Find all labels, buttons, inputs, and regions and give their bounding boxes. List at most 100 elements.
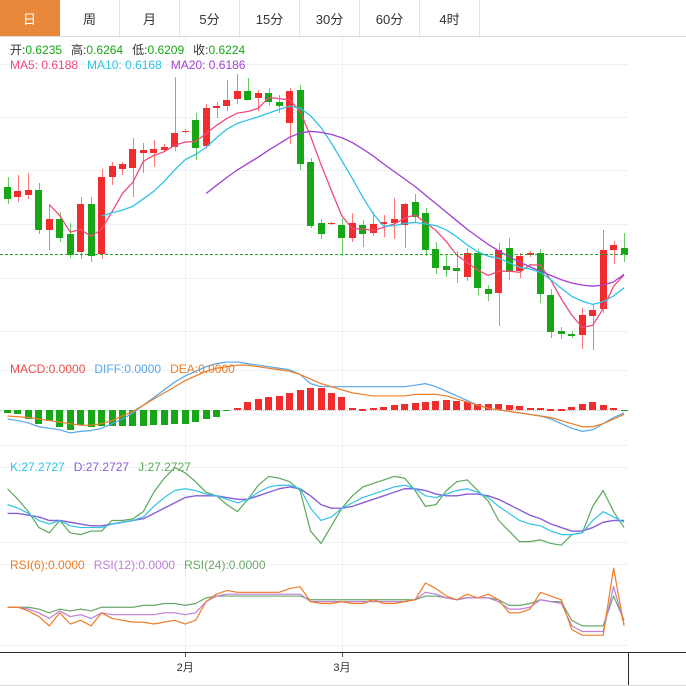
macd-histogram-bar xyxy=(484,404,492,410)
macd-zero-line xyxy=(0,409,628,411)
macd-histogram-bar xyxy=(139,409,147,426)
macd-lines xyxy=(7,361,625,434)
candle-wick xyxy=(446,255,447,277)
period-tab-2[interactable]: 月 xyxy=(120,0,180,36)
price-plot-area[interactable]: 开:0.6235 高:0.6264 低:0.6209 收:0.6224 MA5: 0.… xyxy=(0,37,628,358)
tab-bar-filler xyxy=(480,0,686,36)
period-tab-5[interactable]: 30分 xyxy=(300,0,360,36)
rsi-plot-area[interactable]: RSI(6):0.0000 RSI(12):0.0000 RSI(24):0.000… xyxy=(0,555,628,652)
price-gridline xyxy=(0,277,628,279)
macd-histogram-bar xyxy=(192,409,200,423)
macd-histogram-bar xyxy=(463,402,471,410)
period-tab-4[interactable]: 15分 xyxy=(240,0,300,36)
candle-body xyxy=(536,252,544,294)
macd-histogram-bar xyxy=(118,409,126,426)
macd-histogram-bar xyxy=(160,409,168,426)
macd-histogram-bar xyxy=(202,409,210,420)
candle-body xyxy=(380,221,388,225)
candle-body xyxy=(160,146,168,151)
period-tab-label: 周 xyxy=(82,11,96,27)
candle-body xyxy=(244,91,252,100)
candle-wick xyxy=(175,77,176,152)
rsi12-line xyxy=(7,586,625,633)
candle-body xyxy=(547,294,555,333)
rsi24-line xyxy=(7,595,625,627)
candle-wick xyxy=(28,172,29,200)
rsi6-line xyxy=(7,567,625,636)
period-tab-1[interactable]: 周 xyxy=(60,0,120,36)
candle-body xyxy=(192,120,200,148)
candle-body xyxy=(327,222,335,225)
time-gridline xyxy=(341,555,343,652)
time-axis-tick xyxy=(185,653,187,657)
candle-body xyxy=(338,225,346,238)
candle-body xyxy=(223,99,231,107)
kdj-lines xyxy=(7,466,625,546)
macd-histogram-bar xyxy=(348,408,356,410)
macd-histogram-bar xyxy=(589,402,597,410)
macd-histogram-bar xyxy=(275,395,283,410)
candle-body xyxy=(286,91,294,124)
macd-histogram-bar xyxy=(244,402,252,410)
candle-wick xyxy=(614,241,615,264)
candle-body xyxy=(296,90,304,164)
candle-body xyxy=(129,149,137,169)
candle-body xyxy=(557,331,565,335)
candle-body xyxy=(432,248,440,268)
period-tab-0[interactable]: 日 xyxy=(0,0,60,36)
period-tab-6[interactable]: 60分 xyxy=(360,0,420,36)
candle-body xyxy=(422,213,429,250)
macd-histogram-bar xyxy=(422,402,429,410)
candle-body xyxy=(578,315,586,336)
candle-body xyxy=(171,132,179,147)
rsi-gridline xyxy=(0,564,628,566)
period-tab-label: 4时 xyxy=(439,11,460,27)
ma5-line xyxy=(48,96,625,329)
time-gridline xyxy=(185,555,187,652)
macd-histogram-bar xyxy=(369,408,377,410)
macd-histogram-bar xyxy=(578,403,586,410)
macd-plot-area[interactable]: MACD:0.0000 DIFF:0.0000 DEA:0.0000 xyxy=(0,359,628,456)
macd-histogram-bar xyxy=(401,403,409,410)
macd-histogram-bar xyxy=(568,406,576,410)
candle-wick xyxy=(237,73,238,104)
macd-histogram-bar xyxy=(98,409,106,426)
period-tab-3[interactable]: 5分 xyxy=(180,0,240,36)
macd-histogram-bar xyxy=(150,409,158,426)
macd-histogram-bar xyxy=(181,409,189,424)
macd-histogram-bar xyxy=(557,409,565,411)
period-tab-label: 15分 xyxy=(255,11,284,27)
candle-body xyxy=(568,334,576,336)
candle-body xyxy=(118,164,126,170)
macd-histogram-bar xyxy=(24,409,32,420)
candle-body xyxy=(463,252,471,277)
macd-histogram-bar xyxy=(307,388,315,410)
time-gridline xyxy=(185,37,187,358)
period-tab-label: 30分 xyxy=(315,11,344,27)
candle-body xyxy=(35,189,43,231)
macd-histogram-bar xyxy=(442,399,450,410)
ma20-line xyxy=(205,130,625,287)
candle-body xyxy=(233,91,241,99)
candle-body xyxy=(453,267,461,272)
kdj-j-line xyxy=(7,466,625,546)
candle-body xyxy=(484,289,492,294)
period-tab-label: 60分 xyxy=(375,11,404,27)
candle-wick xyxy=(248,78,249,96)
macd-histogram-bar xyxy=(171,409,179,425)
macd-histogram-bar xyxy=(620,409,628,412)
macd-histogram-bar xyxy=(66,409,74,430)
macd-histogram-bar xyxy=(327,392,335,410)
macd-histogram-bar xyxy=(610,408,618,410)
candle-body xyxy=(369,224,377,233)
candle-body xyxy=(24,189,32,196)
macd-histogram-bar xyxy=(56,409,64,427)
macd-histogram-bar xyxy=(599,405,607,410)
period-tab-7[interactable]: 4时 xyxy=(420,0,480,36)
kdj-plot-area[interactable]: K:27.2727 D:27.2727 J:27.2727 xyxy=(0,457,628,554)
macd-histogram-bar xyxy=(526,407,534,410)
candle-body xyxy=(275,101,283,107)
last-price-line xyxy=(0,254,628,256)
macd-histogram-bar xyxy=(14,409,22,414)
